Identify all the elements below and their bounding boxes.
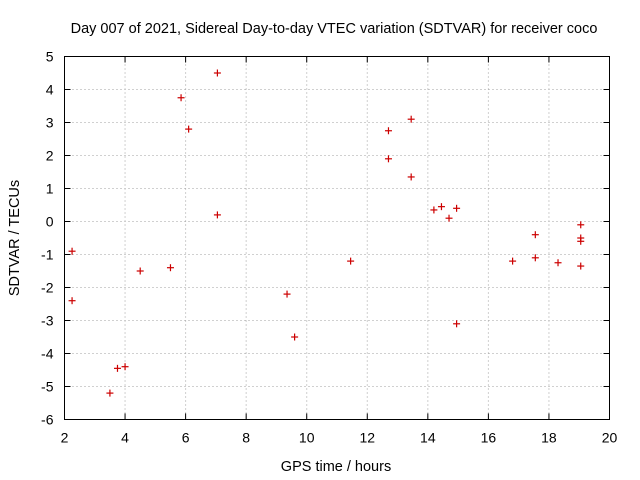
x-tick-label: 8: [242, 430, 250, 446]
data-point: [283, 290, 291, 298]
y-tick-label: -3: [41, 313, 54, 329]
x-tick-label: 18: [541, 430, 557, 446]
data-point: [453, 204, 461, 212]
data-point: [437, 203, 445, 211]
data-point: [68, 247, 76, 255]
data-point: [68, 297, 76, 305]
data-point: [106, 389, 114, 397]
data-point: [177, 94, 185, 102]
x-tick-label: 16: [481, 430, 497, 446]
data-point: [407, 115, 415, 123]
x-tick-label: 14: [420, 430, 436, 446]
y-tick-label: -4: [41, 346, 54, 362]
y-tick-label: -6: [41, 412, 54, 428]
x-tick-label: 4: [121, 430, 129, 446]
data-point: [445, 214, 453, 222]
data-point: [121, 363, 129, 371]
data-point: [531, 254, 539, 262]
data-point: [577, 221, 585, 229]
chart-title: Day 007 of 2021, Sidereal Day-to-day VTE…: [71, 21, 598, 37]
data-point: [430, 206, 438, 214]
data-points: [68, 69, 585, 397]
data-point: [407, 173, 415, 181]
data-point: [185, 125, 193, 133]
data-point: [384, 155, 392, 163]
data-point: [453, 320, 461, 328]
data-point: [577, 237, 585, 245]
x-tick-label: 6: [182, 430, 190, 446]
data-point: [554, 259, 562, 267]
plot-frame: [64, 56, 610, 420]
data-point: [213, 211, 221, 219]
data-point: [166, 264, 174, 272]
grid-lines: [64, 56, 610, 420]
y-tick-label: -2: [41, 280, 54, 296]
y-tick-label: 2: [46, 148, 54, 164]
y-tick-label: -5: [41, 379, 54, 395]
data-point: [113, 364, 121, 372]
y-axis-label: SDTVAR / TECUs: [7, 180, 23, 296]
y-tick-label: -1: [41, 247, 54, 263]
data-point: [531, 231, 539, 239]
data-point: [136, 267, 144, 275]
data-point: [384, 127, 392, 135]
y-tick-label: 0: [46, 214, 54, 230]
x-tick-label: 2: [61, 430, 69, 446]
y-tick-label: 3: [46, 115, 54, 131]
y-tick-label: 5: [46, 49, 54, 65]
x-tick-label: 12: [359, 430, 375, 446]
data-point: [291, 333, 299, 341]
data-point: [347, 257, 355, 265]
data-point: [577, 262, 585, 270]
x-tick-label: 10: [299, 430, 315, 446]
x-axis-label: GPS time / hours: [281, 459, 391, 475]
y-tick-label: 4: [46, 82, 54, 98]
y-tick-label: 1: [46, 181, 54, 197]
data-point: [509, 257, 517, 265]
data-point: [213, 69, 221, 77]
x-tick-label: 20: [602, 430, 618, 446]
